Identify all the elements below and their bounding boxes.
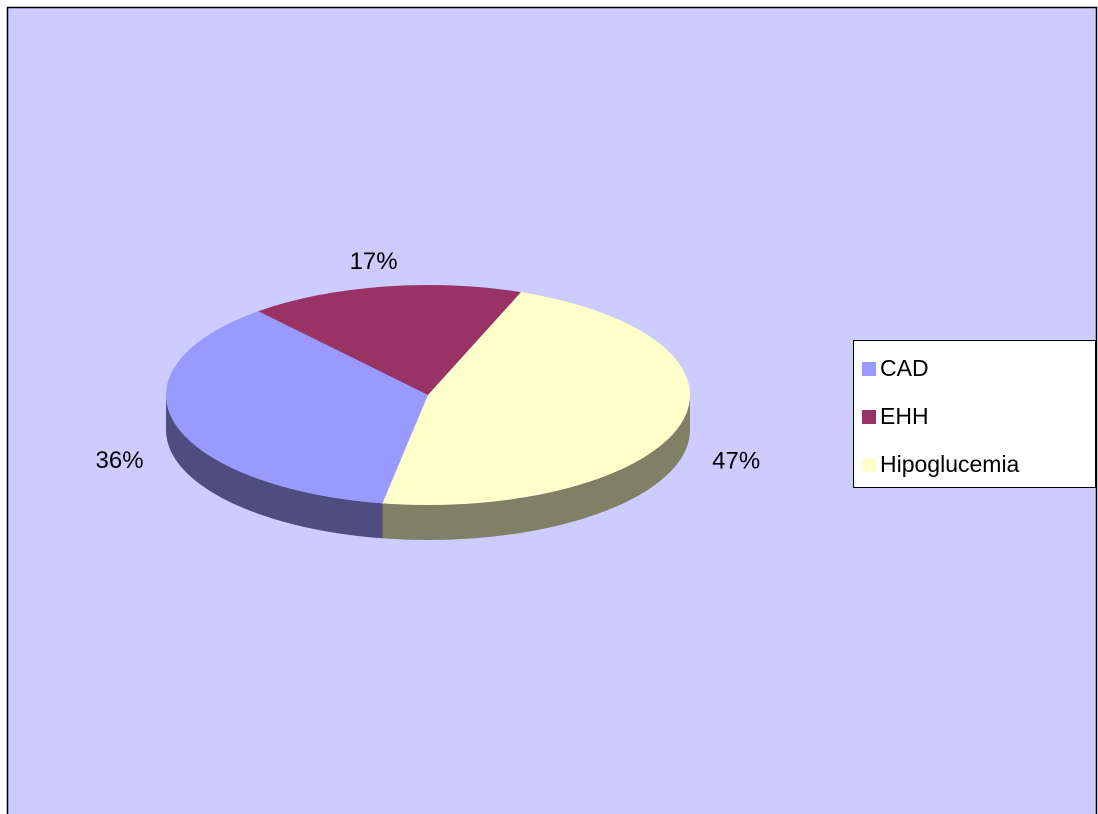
pie-side (166, 395, 383, 539)
legend: CAD EHH Hipoglucemia (862, 355, 1020, 477)
data-label: 36% (96, 447, 144, 474)
legend-swatch (862, 362, 876, 376)
pie: 36% 17% 47% (96, 248, 760, 540)
legend-label: Hipoglucemia (880, 451, 1020, 477)
data-label: 17% (350, 248, 398, 275)
pie-side (382, 395, 690, 540)
legend-label: CAD (880, 355, 929, 381)
legend-swatch (862, 458, 876, 472)
pie-slice (382, 292, 691, 505)
legend-box (853, 340, 1096, 488)
data-label: 47% (712, 447, 760, 474)
legend-label: EHH (880, 403, 929, 429)
legend-swatch (862, 410, 876, 424)
pie-slice (258, 285, 522, 395)
pie-slice (165, 311, 428, 504)
